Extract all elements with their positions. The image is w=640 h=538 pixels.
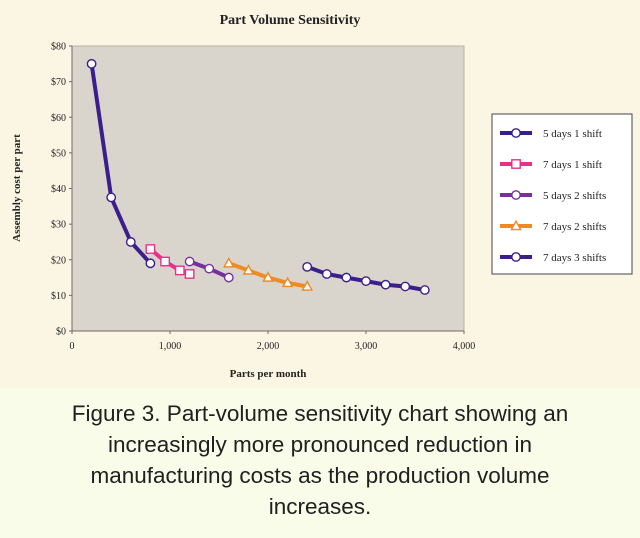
y-tick-label: $80 (51, 42, 66, 53)
x-tick-label: 4,000 (453, 341, 476, 352)
data-point (380, 279, 391, 290)
legend-marker (511, 159, 521, 169)
y-tick-label: $60 (51, 113, 66, 124)
y-tick-label: $30 (51, 220, 66, 231)
data-point (222, 257, 235, 268)
figure-caption: Figure 3. Part-volume sensitivity chart … (71, 401, 569, 519)
data-point (184, 269, 195, 279)
series-line (89, 61, 153, 266)
legend-item: 7 days 3 shifts (500, 252, 606, 264)
y-tick-label: $10 (51, 291, 66, 302)
series-2 (145, 244, 195, 279)
legend-marker (511, 190, 521, 200)
series-5 (302, 261, 430, 295)
y-tick-label: $70 (51, 77, 66, 88)
legend-item: 5 days 1 shift (500, 128, 602, 140)
data-point (281, 276, 294, 288)
x-tick-labels: 0 1,000 2,000 3,000 4,000 (70, 331, 476, 352)
data-point (400, 281, 411, 292)
legend-marker (510, 219, 522, 231)
legend-item: 5 days 2 shifts (500, 190, 606, 202)
legend-marker (511, 128, 521, 138)
legend: 5 days 1 shift 7 days 1 shift 5 days 2 shi… (491, 113, 633, 275)
data-point (419, 285, 430, 295)
x-tick-label: 1,000 (159, 341, 182, 352)
chart: Part Volume Sensitivity Parts per month … (11, 13, 633, 380)
data-point (341, 272, 352, 283)
data-point (160, 256, 170, 267)
data-point (204, 263, 215, 274)
y-tick-label: $20 (51, 255, 66, 266)
data-point (174, 265, 185, 276)
series-3 (184, 256, 234, 283)
y-tick-label: $50 (51, 148, 66, 159)
data-point (262, 271, 274, 282)
y-tick-label: $0 (56, 327, 66, 338)
legend-label: 5 days 2 shifts (543, 190, 606, 202)
data-point (302, 261, 313, 272)
data-point (86, 58, 97, 69)
data-point (106, 192, 117, 203)
y-axis-label: Assembly cost per part (11, 134, 23, 242)
data-point (321, 269, 332, 279)
legend-label: 7 days 3 shifts (543, 252, 606, 264)
data-point (242, 264, 255, 275)
y-tick-labels: $0 $10 $20 $30 $40 $50 $60 $70 $80 (51, 42, 72, 338)
data-point (125, 237, 136, 247)
x-tick-label: 2,000 (257, 341, 280, 352)
data-point (223, 272, 234, 283)
data-point (361, 276, 371, 287)
series-layer (86, 58, 430, 295)
chart-area: Part Volume Sensitivity Parts per month … (0, 0, 640, 388)
series-4 (222, 257, 314, 291)
caption-area: Figure 3. Part-volume sensitivity chart … (0, 388, 640, 538)
x-tick-label: 3,000 (355, 341, 378, 352)
x-axis-label: Parts per month (230, 368, 307, 380)
x-tick-label: 0 (70, 341, 75, 352)
legend-item: 7 days 2 shifts (500, 219, 606, 233)
series-1 (86, 58, 156, 269)
legend-label: 5 days 1 shift (543, 128, 602, 140)
data-point (145, 258, 156, 269)
data-point (301, 280, 314, 291)
data-point (145, 244, 156, 254)
legend-marker (511, 252, 521, 262)
legend-label: 7 days 1 shift (543, 159, 602, 171)
chart-title: Part Volume Sensitivity (220, 13, 361, 28)
y-tick-label: $40 (51, 184, 66, 195)
data-point (184, 256, 195, 267)
plot-area (71, 45, 465, 332)
legend-label: 7 days 2 shifts (543, 221, 606, 233)
legend-item: 7 days 1 shift (500, 159, 602, 171)
